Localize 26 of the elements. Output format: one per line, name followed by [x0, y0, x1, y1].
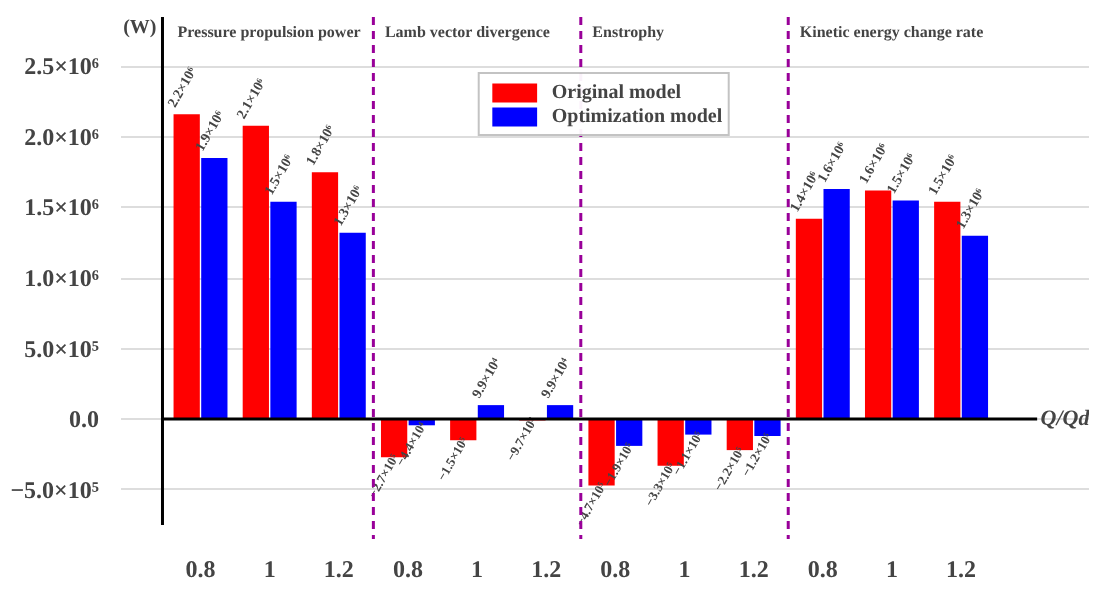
x-tick-label: 0.8 — [392, 555, 423, 583]
y-tick-label: 1.0×10⁶ — [24, 264, 100, 292]
x-tick-label: 1 — [678, 555, 691, 583]
y-tick-label: 5.0×10⁵ — [24, 334, 100, 363]
annotation: Pressure propulsion power — [177, 23, 362, 41]
x-tick-label: 0.8 — [807, 555, 838, 583]
x-tick-label: 1.2 — [946, 555, 977, 583]
annotation: Enstrophy — [592, 23, 665, 41]
y-tick-label: 0.0 — [69, 405, 99, 434]
legend-label: Original model — [551, 80, 682, 104]
x-tick-label: 1.2 — [323, 555, 354, 583]
y-tick-label: −5.0×10⁵ — [10, 475, 100, 504]
y-axis-title: (W) — [123, 17, 157, 39]
x-tick-label: 0.8 — [185, 555, 216, 583]
y-tick-label: 1.5×10⁶ — [24, 193, 100, 222]
x-tick-label: 1.2 — [738, 555, 769, 583]
y-tick-label: 2.0×10⁶ — [24, 122, 100, 151]
annotation: Kinetic energy change rate — [799, 23, 985, 41]
x-tick-label: 1 — [471, 555, 484, 583]
x-tick-label: 1 — [885, 555, 898, 583]
x-tick-label: 1.2 — [531, 555, 562, 583]
x-tick-label: 1 — [263, 555, 276, 583]
legend-label: Optimization model — [551, 104, 723, 128]
annotation: Lamb vector divergence — [384, 23, 551, 41]
y-tick-label: 2.5×10⁶ — [24, 52, 100, 81]
x-tick-label: 0.8 — [600, 555, 631, 583]
